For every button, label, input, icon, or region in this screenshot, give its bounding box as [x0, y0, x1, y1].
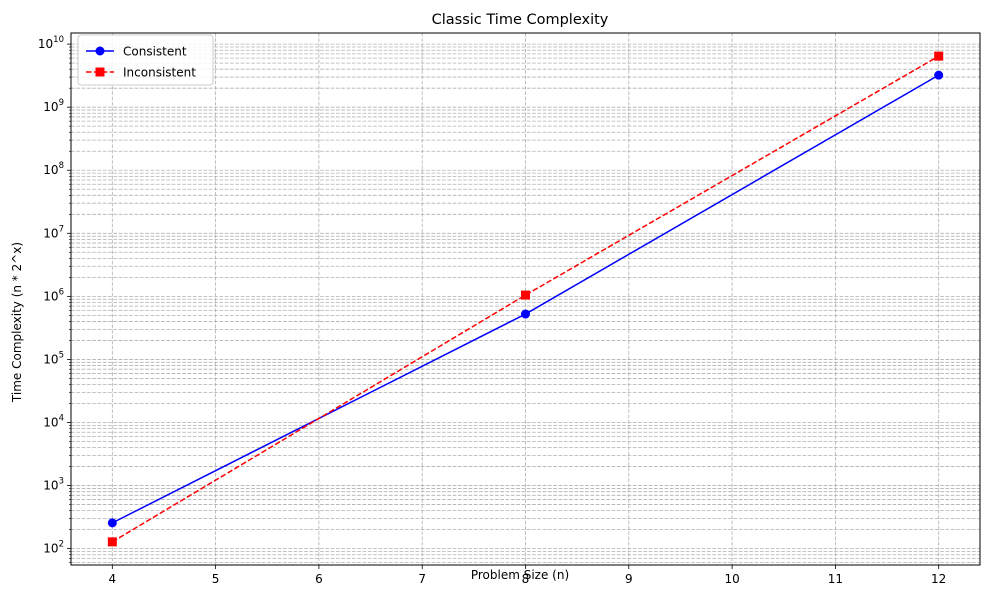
y-axis-title: Time Complexity (n * 2^x) [10, 242, 24, 403]
y-axis: 102 103 104 105 106 107 108 109 1010 [38, 35, 71, 563]
point-inconsistent [107, 537, 117, 547]
x-axis: 4 5 6 7 8 9 10 11 12 [108, 565, 946, 586]
x-tick-label: 10 [724, 572, 739, 586]
x-tick-label: 11 [828, 572, 843, 586]
legend-marker-inconsistent [95, 67, 105, 77]
y-tick-label: 106 [43, 287, 64, 303]
x-tick-label: 7 [418, 572, 426, 586]
point-consistent [107, 518, 117, 528]
point-consistent [934, 70, 944, 80]
x-tick-label: 8 [522, 572, 530, 586]
legend: Consistent Inconsistent [77, 34, 214, 86]
x-tick-label: 9 [625, 572, 633, 586]
series-layer [107, 51, 944, 547]
series-line-inconsistent [111, 55, 940, 543]
grid [71, 33, 980, 565]
legend-label-inconsistent: Inconsistent [123, 66, 196, 80]
x-tick-label: 4 [108, 572, 116, 586]
x-tick-label: 6 [315, 572, 323, 586]
y-tick-label: 107 [43, 224, 64, 240]
legend-label-consistent: Consistent [123, 45, 187, 59]
point-consistent [521, 309, 530, 319]
chart-title: Classic Time Complexity [432, 12, 609, 28]
y-tick-label: 1010 [38, 35, 64, 51]
point-inconsistent [934, 51, 944, 61]
x-axis-title: Problem Size (n) [471, 568, 569, 582]
x-tick-label: 5 [212, 572, 220, 586]
legend-marker-consistent [95, 46, 105, 56]
x-tick-label: 12 [931, 572, 946, 586]
y-tick-label: 105 [43, 350, 64, 366]
y-tick-label: 104 [43, 413, 64, 429]
y-tick-label: 108 [43, 161, 64, 177]
y-tick-label: 109 [43, 98, 64, 114]
point-inconsistent [521, 290, 530, 300]
y-tick-label: 102 [43, 540, 64, 556]
y-tick-label: 103 [43, 477, 64, 493]
